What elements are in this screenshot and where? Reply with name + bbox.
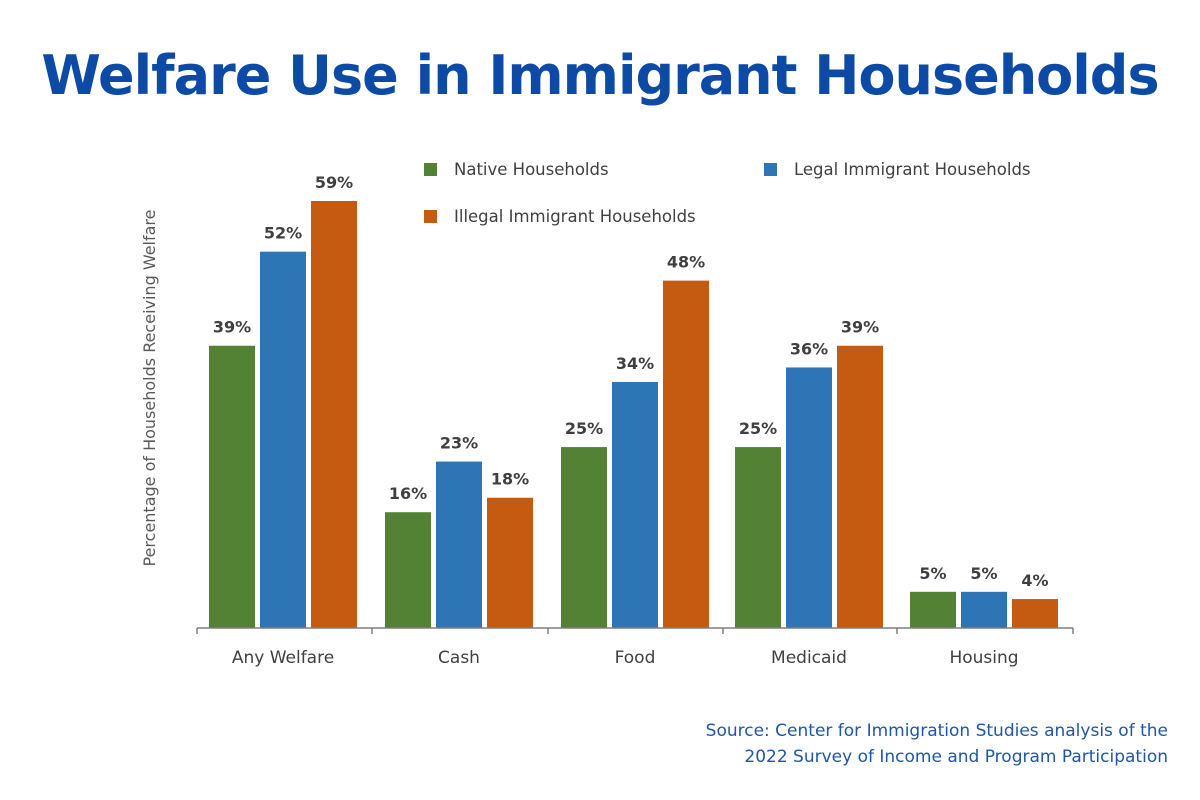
bar-any-welfare-series-3 [311,201,357,628]
data-label: 5% [919,564,946,583]
bar-cash-series-1 [385,512,431,628]
bar-housing-series-2 [961,591,1007,628]
x-tick-label: Medicaid [771,648,847,668]
legend-label: Illegal Immigrant Households [454,207,696,226]
bar-any-welfare-series-2 [260,251,306,628]
legend-swatch [764,163,777,176]
data-label: 39% [841,318,879,337]
bar-housing-series-1 [910,591,956,628]
bar-cash-series-3 [487,497,533,628]
x-tick-label: Any Welfare [232,648,334,668]
data-label: 18% [491,470,529,489]
bar-cash-series-2 [436,461,482,628]
data-label: 39% [213,318,251,337]
legend-swatch [424,210,437,223]
x-tick-label: Housing [949,648,1018,668]
legend-label: Legal Immigrant Households [794,160,1031,179]
data-label: 16% [389,484,427,503]
data-label: 4% [1021,571,1048,590]
x-tick-label: Food [615,648,656,668]
data-label: 52% [264,224,302,243]
bar-housing-series-3 [1012,599,1058,628]
data-label: 25% [739,419,777,438]
data-label: 36% [790,339,828,358]
data-label: 59% [315,173,353,192]
bar-medicaid-series-3 [837,345,883,628]
y-axis-label: Percentage of Households Receiving Welfa… [140,210,159,567]
bar-food-series-2 [612,381,658,628]
data-label: 34% [616,354,654,373]
bar-medicaid-series-2 [786,367,832,628]
data-label: 5% [970,564,997,583]
bar-food-series-1 [561,447,607,628]
data-label: 25% [565,419,603,438]
source-line-2: 2022 Survey of Income and Program Partic… [744,747,1168,767]
bar-medicaid-series-1 [735,447,781,628]
legend-swatch [424,163,437,176]
x-tick-label: Cash [438,648,480,668]
page-title: Welfare Use in Immigrant Households [41,44,1159,107]
data-label: 23% [440,434,478,453]
source-note: Source: Center for Immigration Studies a… [706,718,1168,770]
legend-label: Native Households [454,160,609,179]
bar-food-series-3 [663,280,709,628]
data-label: 48% [667,253,705,272]
source-line-1: Source: Center for Immigration Studies a… [705,721,1168,741]
bar-any-welfare-series-1 [209,345,255,628]
